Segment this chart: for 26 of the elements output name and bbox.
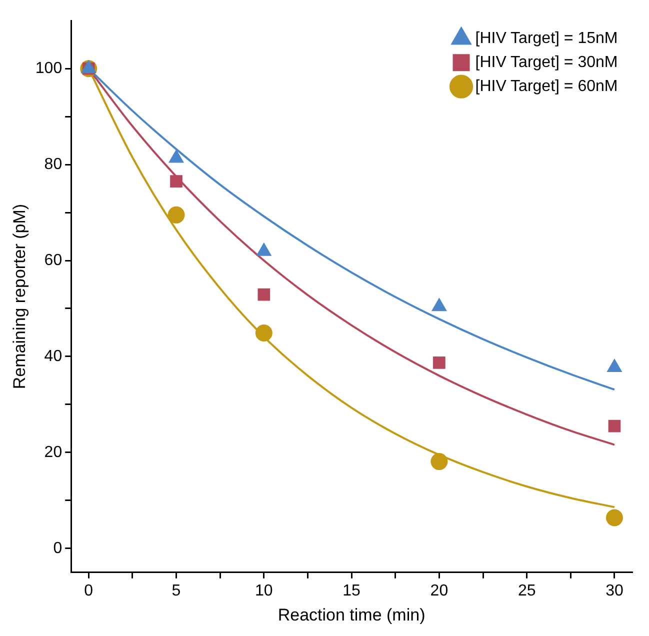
point: [255, 324, 272, 342]
y-tick-label: 40: [44, 348, 62, 365]
x-tick-label: 25: [518, 582, 536, 600]
x-tick-label: 30: [606, 582, 624, 600]
point: [606, 509, 623, 526]
y-tick-label: 80: [44, 156, 62, 173]
x-tick-label: 15: [342, 582, 361, 600]
point: [608, 420, 621, 432]
legend-label: [HIV Target] = 60nM: [475, 78, 618, 96]
y-tick-label: 0: [53, 540, 62, 557]
x-tick-label: 5: [172, 582, 181, 600]
y-axis-title: Remaining reporter (pM): [10, 204, 29, 390]
x-tick-label: 10: [255, 582, 273, 600]
legend-label: [HIV Target] = 30nM: [475, 54, 618, 72]
y-tick-label: 100: [35, 60, 62, 77]
point: [170, 175, 182, 188]
point: [168, 206, 185, 224]
x-tick-label: 0: [84, 582, 94, 600]
point: [430, 453, 448, 470]
legend-label: [HIV Target] = 15nM: [475, 30, 618, 48]
y-tick-label: 20: [44, 444, 62, 461]
point: [258, 288, 270, 301]
y-tick-label: 60: [44, 252, 62, 269]
x-tick-label: 20: [430, 582, 448, 600]
x-axis-title: Reaction time (min): [278, 605, 426, 624]
point: [433, 356, 446, 369]
